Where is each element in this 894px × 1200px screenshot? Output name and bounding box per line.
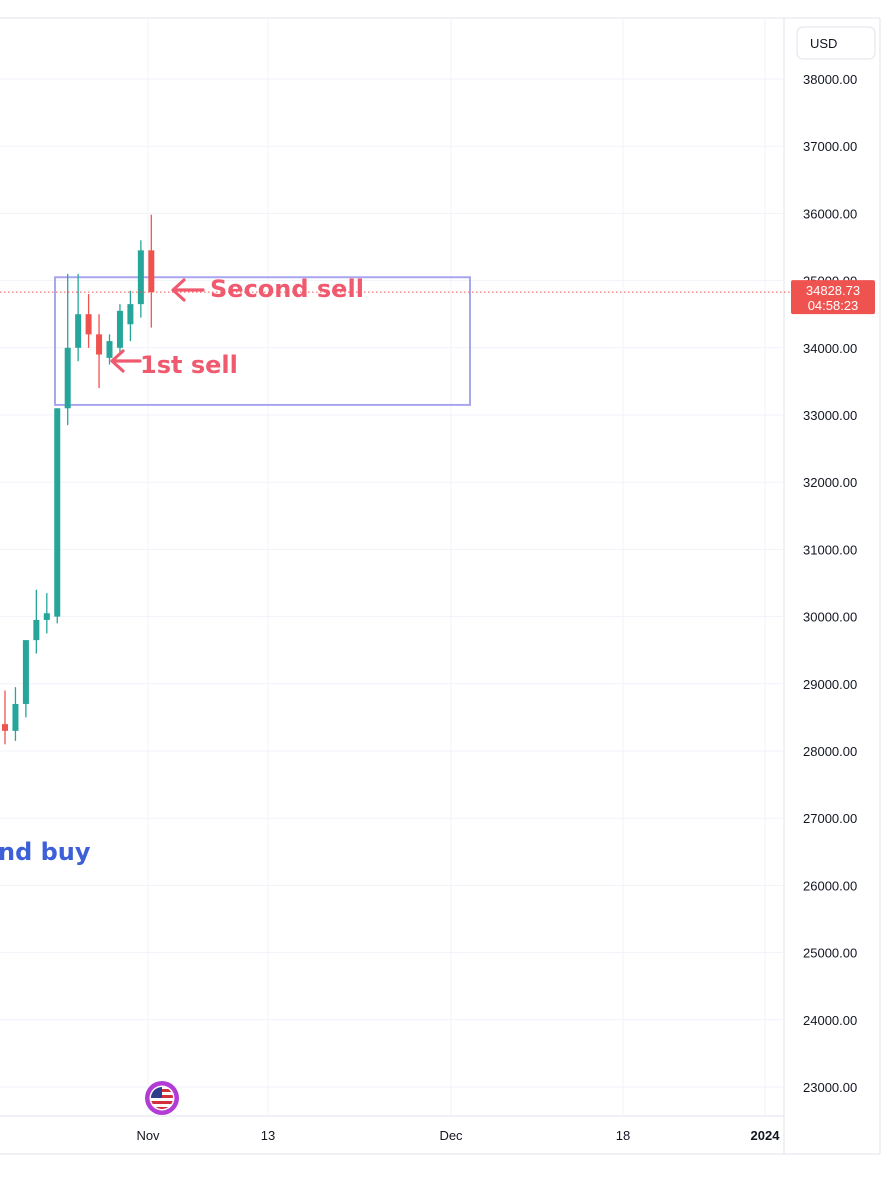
- candle-body: [106, 341, 113, 358]
- time-axis[interactable]: Nov 13 Dec 18 2024: [136, 1128, 780, 1143]
- bullish-candle[interactable]: [64, 273, 71, 426]
- arrow-head: [171, 278, 186, 302]
- price-tick-label: 29000.00: [803, 677, 857, 692]
- annotation-text: Second sell: [210, 275, 364, 303]
- price-tick-label: 36000.00: [803, 206, 857, 221]
- price-tick-label: 26000.00: [803, 878, 857, 893]
- candle-body: [54, 408, 61, 617]
- bearish-candle[interactable]: [96, 314, 103, 389]
- time-tick-label: 18: [616, 1128, 630, 1143]
- time-tick-label: Dec: [439, 1128, 463, 1143]
- time-tick-label: 13: [261, 1128, 275, 1143]
- current-price-label: 34828.73: [806, 283, 860, 298]
- bullish-candle[interactable]: [127, 290, 134, 342]
- candle-body: [85, 314, 92, 335]
- bullish-candle[interactable]: [22, 640, 29, 718]
- price-tick-label: 23000.00: [803, 1080, 857, 1095]
- candle-body: [137, 250, 144, 305]
- bullish-candle[interactable]: [54, 408, 61, 624]
- time-tick-label: 2024: [751, 1128, 781, 1143]
- price-tick-label: 30000.00: [803, 610, 857, 625]
- bullish-candle[interactable]: [43, 593, 50, 634]
- left-arrow-icon: [110, 349, 142, 373]
- price-tick-label: 38000.00: [803, 72, 857, 87]
- price-tick-label: 34000.00: [803, 341, 857, 356]
- range-box-layer: [54, 276, 471, 406]
- bearish-candle[interactable]: [85, 294, 92, 348]
- price-tick-label: 31000.00: [803, 542, 857, 557]
- time-tick-label: Nov: [136, 1128, 160, 1143]
- bearish-candle[interactable]: [148, 214, 155, 328]
- countdown-label: 04:58:23: [808, 298, 859, 313]
- candle-body: [2, 724, 8, 731]
- price-axis[interactable]: 23000.00 24000.00 25000.00 26000.00 27000.00…: [791, 72, 875, 1095]
- price-tick-label: 27000.00: [803, 811, 857, 826]
- arrow-head: [110, 349, 125, 373]
- candle-body: [96, 334, 103, 355]
- annotation-text: nd buy: [0, 838, 91, 866]
- candle-body: [64, 347, 71, 409]
- price-tick-label: 33000.00: [803, 408, 857, 423]
- bullish-candle[interactable]: [106, 334, 113, 365]
- annotations-layer: Second sell 1st sell nd buy: [0, 275, 364, 866]
- bullish-candle[interactable]: [33, 589, 40, 654]
- bullish-candle[interactable]: [12, 687, 19, 741]
- candles-layer[interactable]: [2, 214, 155, 745]
- bullish-candle[interactable]: [75, 273, 82, 362]
- price-tick-label: 32000.00: [803, 475, 857, 490]
- candle-body: [12, 703, 19, 731]
- candle-body: [33, 619, 40, 641]
- price-tick-label: 28000.00: [803, 744, 857, 759]
- grid-lines: [0, 18, 784, 1116]
- price-tick-label: 24000.00: [803, 1013, 857, 1028]
- price-tick-label: 37000.00: [803, 139, 857, 154]
- candle-body: [116, 310, 123, 348]
- range-box: [54, 276, 471, 406]
- price-tag-background: [791, 280, 875, 315]
- annotation-text: 1st sell: [140, 351, 238, 379]
- left-arrow-icon: [171, 278, 205, 302]
- candle-body: [75, 314, 82, 348]
- price-tick-label: 25000.00: [803, 946, 857, 961]
- candle-body: [148, 250, 155, 293]
- bullish-candle[interactable]: [116, 304, 123, 355]
- candle-body: [127, 304, 134, 325]
- bearish-candle[interactable]: [2, 690, 8, 745]
- bullish-candle[interactable]: [137, 240, 144, 318]
- currency-label: USD: [810, 36, 837, 51]
- us-flag-event-icon[interactable]: [145, 1081, 179, 1115]
- candle-body: [43, 613, 50, 620]
- currency-button[interactable]: USD: [796, 26, 876, 60]
- candle-body: [22, 640, 29, 704]
